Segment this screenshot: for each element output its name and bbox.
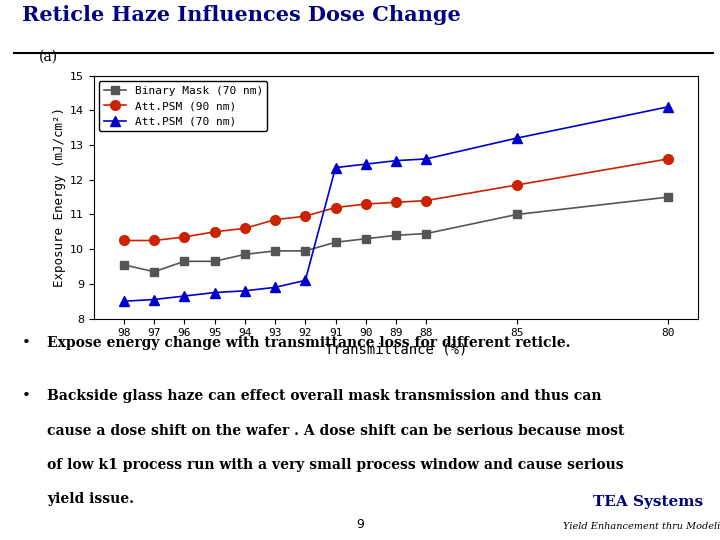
Y-axis label: Exposure Energy (mJ/cm²): Exposure Energy (mJ/cm²)	[53, 107, 66, 287]
Att.PSM (70 nm)	[271, 284, 279, 291]
Line: Att.PSM (90 nm): Att.PSM (90 nm)	[119, 154, 673, 245]
Att.PSM (70 nm)	[150, 296, 158, 303]
Line: Binary Mask (70 nm): Binary Mask (70 nm)	[120, 193, 672, 276]
Text: Reticle Haze Influences Dose Change: Reticle Haze Influences Dose Change	[22, 5, 460, 25]
Text: Expose energy change with transmittance loss for different reticle.: Expose energy change with transmittance …	[47, 336, 570, 350]
Att.PSM (90 nm)	[150, 237, 158, 244]
Binary Mask (70 nm)	[210, 258, 219, 265]
Binary Mask (70 nm)	[664, 194, 672, 200]
Binary Mask (70 nm)	[392, 232, 400, 239]
Text: of low k1 process run with a very small process window and cause serious: of low k1 process run with a very small …	[47, 458, 624, 472]
Text: 9: 9	[356, 518, 364, 531]
Binary Mask (70 nm)	[301, 248, 310, 254]
Att.PSM (70 nm)	[331, 164, 340, 171]
Att.PSM (70 nm)	[422, 156, 431, 162]
Att.PSM (90 nm)	[664, 156, 672, 162]
Att.PSM (70 nm)	[120, 298, 128, 305]
Att.PSM (70 nm)	[180, 293, 189, 299]
Text: •: •	[22, 336, 30, 350]
Att.PSM (90 nm)	[361, 201, 370, 207]
Binary Mask (70 nm)	[513, 211, 521, 218]
Text: yield issue.: yield issue.	[47, 492, 134, 507]
Binary Mask (70 nm)	[331, 239, 340, 246]
Att.PSM (90 nm)	[422, 197, 431, 204]
Att.PSM (90 nm)	[240, 225, 249, 232]
Att.PSM (90 nm)	[271, 217, 279, 223]
Binary Mask (70 nm)	[240, 251, 249, 258]
Att.PSM (90 nm)	[513, 181, 521, 188]
Text: Yield Enhancement thru Modeling: Yield Enhancement thru Modeling	[563, 522, 720, 531]
Text: cause a dose shift on the wafer . A dose shift can be serious because most: cause a dose shift on the wafer . A dose…	[47, 424, 624, 438]
Legend: Binary Mask (70 nm), Att.PSM (90 nm), Att.PSM (70 nm): Binary Mask (70 nm), Att.PSM (90 nm), At…	[99, 81, 267, 131]
Binary Mask (70 nm)	[180, 258, 189, 265]
Binary Mask (70 nm)	[120, 261, 128, 268]
Att.PSM (70 nm)	[361, 161, 370, 167]
Binary Mask (70 nm)	[271, 248, 279, 254]
Text: •: •	[22, 389, 30, 403]
Att.PSM (70 nm)	[513, 135, 521, 141]
Text: TEA Systems: TEA Systems	[593, 495, 703, 509]
Att.PSM (70 nm)	[301, 277, 310, 284]
Att.PSM (70 nm)	[240, 288, 249, 294]
Att.PSM (70 nm)	[664, 104, 672, 110]
Att.PSM (70 nm)	[392, 157, 400, 164]
Binary Mask (70 nm)	[422, 231, 431, 237]
Att.PSM (90 nm)	[210, 228, 219, 235]
X-axis label: Transmittance (%): Transmittance (%)	[325, 342, 467, 356]
Att.PSM (90 nm)	[180, 234, 189, 240]
Binary Mask (70 nm)	[150, 268, 158, 275]
Line: Att.PSM (70 nm): Att.PSM (70 nm)	[119, 102, 673, 306]
Att.PSM (70 nm)	[210, 289, 219, 296]
Binary Mask (70 nm)	[361, 235, 370, 242]
Text: Backside glass haze can effect overall mask transmission and thus can: Backside glass haze can effect overall m…	[47, 389, 601, 403]
Att.PSM (90 nm)	[120, 237, 128, 244]
Att.PSM (90 nm)	[301, 213, 310, 219]
Att.PSM (90 nm)	[392, 199, 400, 206]
Att.PSM (90 nm)	[331, 204, 340, 211]
Text: (a): (a)	[39, 50, 58, 64]
